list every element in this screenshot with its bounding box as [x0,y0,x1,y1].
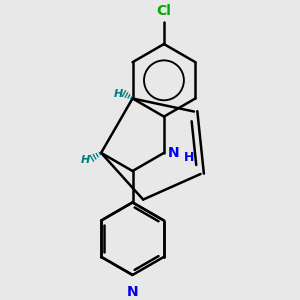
Text: N: N [127,285,138,299]
Text: H: H [114,89,123,99]
Text: H: H [184,151,194,164]
Text: N: N [168,146,180,160]
Text: Cl: Cl [157,4,171,17]
Text: H: H [81,155,90,165]
